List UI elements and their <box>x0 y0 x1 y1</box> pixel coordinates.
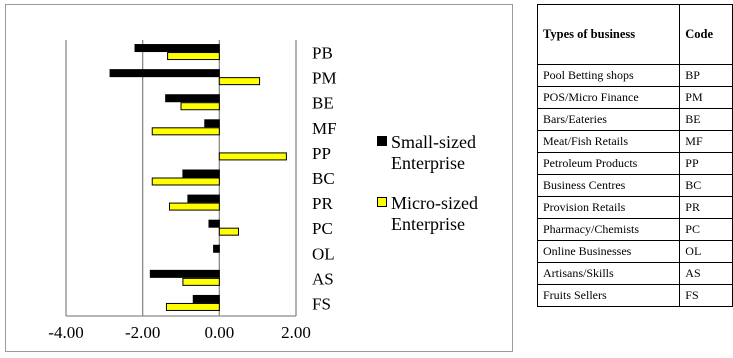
bar-micro-enterprise <box>182 277 220 286</box>
bar-micro-enterprise <box>151 127 220 136</box>
table-row: Petroleum Products PP <box>536 152 733 175</box>
bar-micro-enterprise <box>151 177 220 186</box>
table-row: Pool Betting shops BP <box>536 64 733 87</box>
bar-micro-enterprise <box>180 102 220 111</box>
legend-swatch-micro <box>377 197 387 207</box>
table-row: Bars/Eateries BE <box>536 108 733 131</box>
business-code-cell: AS <box>679 262 733 285</box>
business-type-cell: Online Businesses <box>536 240 681 263</box>
category-label: PR <box>312 194 333 213</box>
x-tick-label: -4.00 <box>48 323 83 342</box>
chart-panel: -4.00 -2.00 0.00 2.00 PB PM BE MF PP BC PR PC OL AS FS… <box>5 4 513 352</box>
x-tick-label: 2.00 <box>281 323 311 342</box>
bar-small-enterprise <box>204 119 220 128</box>
category-label: AS <box>312 269 334 288</box>
bar-small-enterprise <box>187 194 220 203</box>
category-label: FS <box>312 294 331 313</box>
table-row: Business Centres BC <box>536 174 733 197</box>
header-types-of-business: Types of business <box>536 4 681 65</box>
x-tick-label: -2.00 <box>125 323 160 342</box>
business-code-cell: PR <box>679 196 733 219</box>
business-code-cell: FS <box>679 284 733 307</box>
bar-micro-enterprise <box>218 227 239 236</box>
category-label: BC <box>312 169 335 188</box>
business-type-cell: POS/Micro Finance <box>536 86 681 109</box>
business-code-cell: PP <box>679 152 733 175</box>
legend-label-small-line2: Enterprise <box>391 153 465 173</box>
category-label: PB <box>312 44 333 63</box>
legend-label-micro-line1: Micro-sized <box>391 193 478 213</box>
business-type-cell: Fruits Sellers <box>536 284 681 307</box>
table-row: Pharmacy/Chemists PC <box>536 218 733 241</box>
bar-small-enterprise <box>208 219 220 228</box>
business-code-cell: MF <box>679 130 733 153</box>
table-row: Provision Retails PR <box>536 196 733 219</box>
business-type-cell: Artisans/Skills <box>536 262 681 285</box>
business-type-cell: Bars/Eateries <box>536 108 681 131</box>
business-code-cell: BE <box>679 108 733 131</box>
business-code-cell: OL <box>679 240 733 263</box>
header-code: Code <box>679 4 733 65</box>
legend-swatch-small <box>377 136 387 146</box>
bar-micro-enterprise <box>218 77 261 86</box>
business-type-cell: Business Centres <box>536 174 681 197</box>
table-row: Meat/Fish Retails MF <box>536 130 733 153</box>
bar-small-enterprise <box>109 69 220 78</box>
category-label: BE <box>312 94 334 113</box>
business-code-table: Types of business Code Pool Betting shop… <box>536 4 733 307</box>
business-code-cell: BC <box>679 174 733 197</box>
table-row: POS/Micro Finance PM <box>536 86 733 109</box>
bar-small-enterprise <box>134 44 220 53</box>
bar-micro-enterprise <box>218 152 287 161</box>
category-label: OL <box>312 244 335 263</box>
category-label: PM <box>312 69 337 88</box>
table-row: Fruits Sellers FS <box>536 284 733 307</box>
business-type-cell: Petroleum Products <box>536 152 681 175</box>
table-header-row: Types of business Code <box>536 4 733 65</box>
legend-label-micro-line2: Enterprise <box>391 214 465 234</box>
bar-small-enterprise <box>149 269 220 278</box>
business-code-cell: BP <box>679 64 733 87</box>
business-type-cell: Meat/Fish Retails <box>536 130 681 153</box>
category-label: MF <box>312 119 337 138</box>
bar-chart: -4.00 -2.00 0.00 2.00 PB PM BE MF PP BC PR PC OL AS FS <box>48 40 337 342</box>
bar-small-enterprise <box>192 294 220 303</box>
business-type-cell: Pharmacy/Chemists <box>536 218 681 241</box>
bar-micro-enterprise <box>165 302 220 311</box>
bar-small-enterprise <box>213 244 220 253</box>
category-label: PC <box>312 219 333 238</box>
table-row: Artisans/Skills AS <box>536 262 733 285</box>
business-type-cell: Provision Retails <box>536 196 681 219</box>
bar-small-enterprise <box>182 169 220 178</box>
business-type-cell: Pool Betting shops <box>536 64 681 87</box>
legend-label-small-line1: Small-sized <box>391 132 476 152</box>
bar-small-enterprise <box>165 94 220 103</box>
table-row: Online Businesses OL <box>536 240 733 263</box>
business-code-table-wrap: Types of business Code Pool Betting shop… <box>536 4 733 307</box>
bar-micro-enterprise <box>169 202 220 211</box>
category-label: PP <box>312 144 331 163</box>
x-tick-label: 0.00 <box>204 323 234 342</box>
bar-micro-enterprise <box>167 52 220 61</box>
business-code-cell: PM <box>679 86 733 109</box>
business-code-cell: PC <box>679 218 733 241</box>
